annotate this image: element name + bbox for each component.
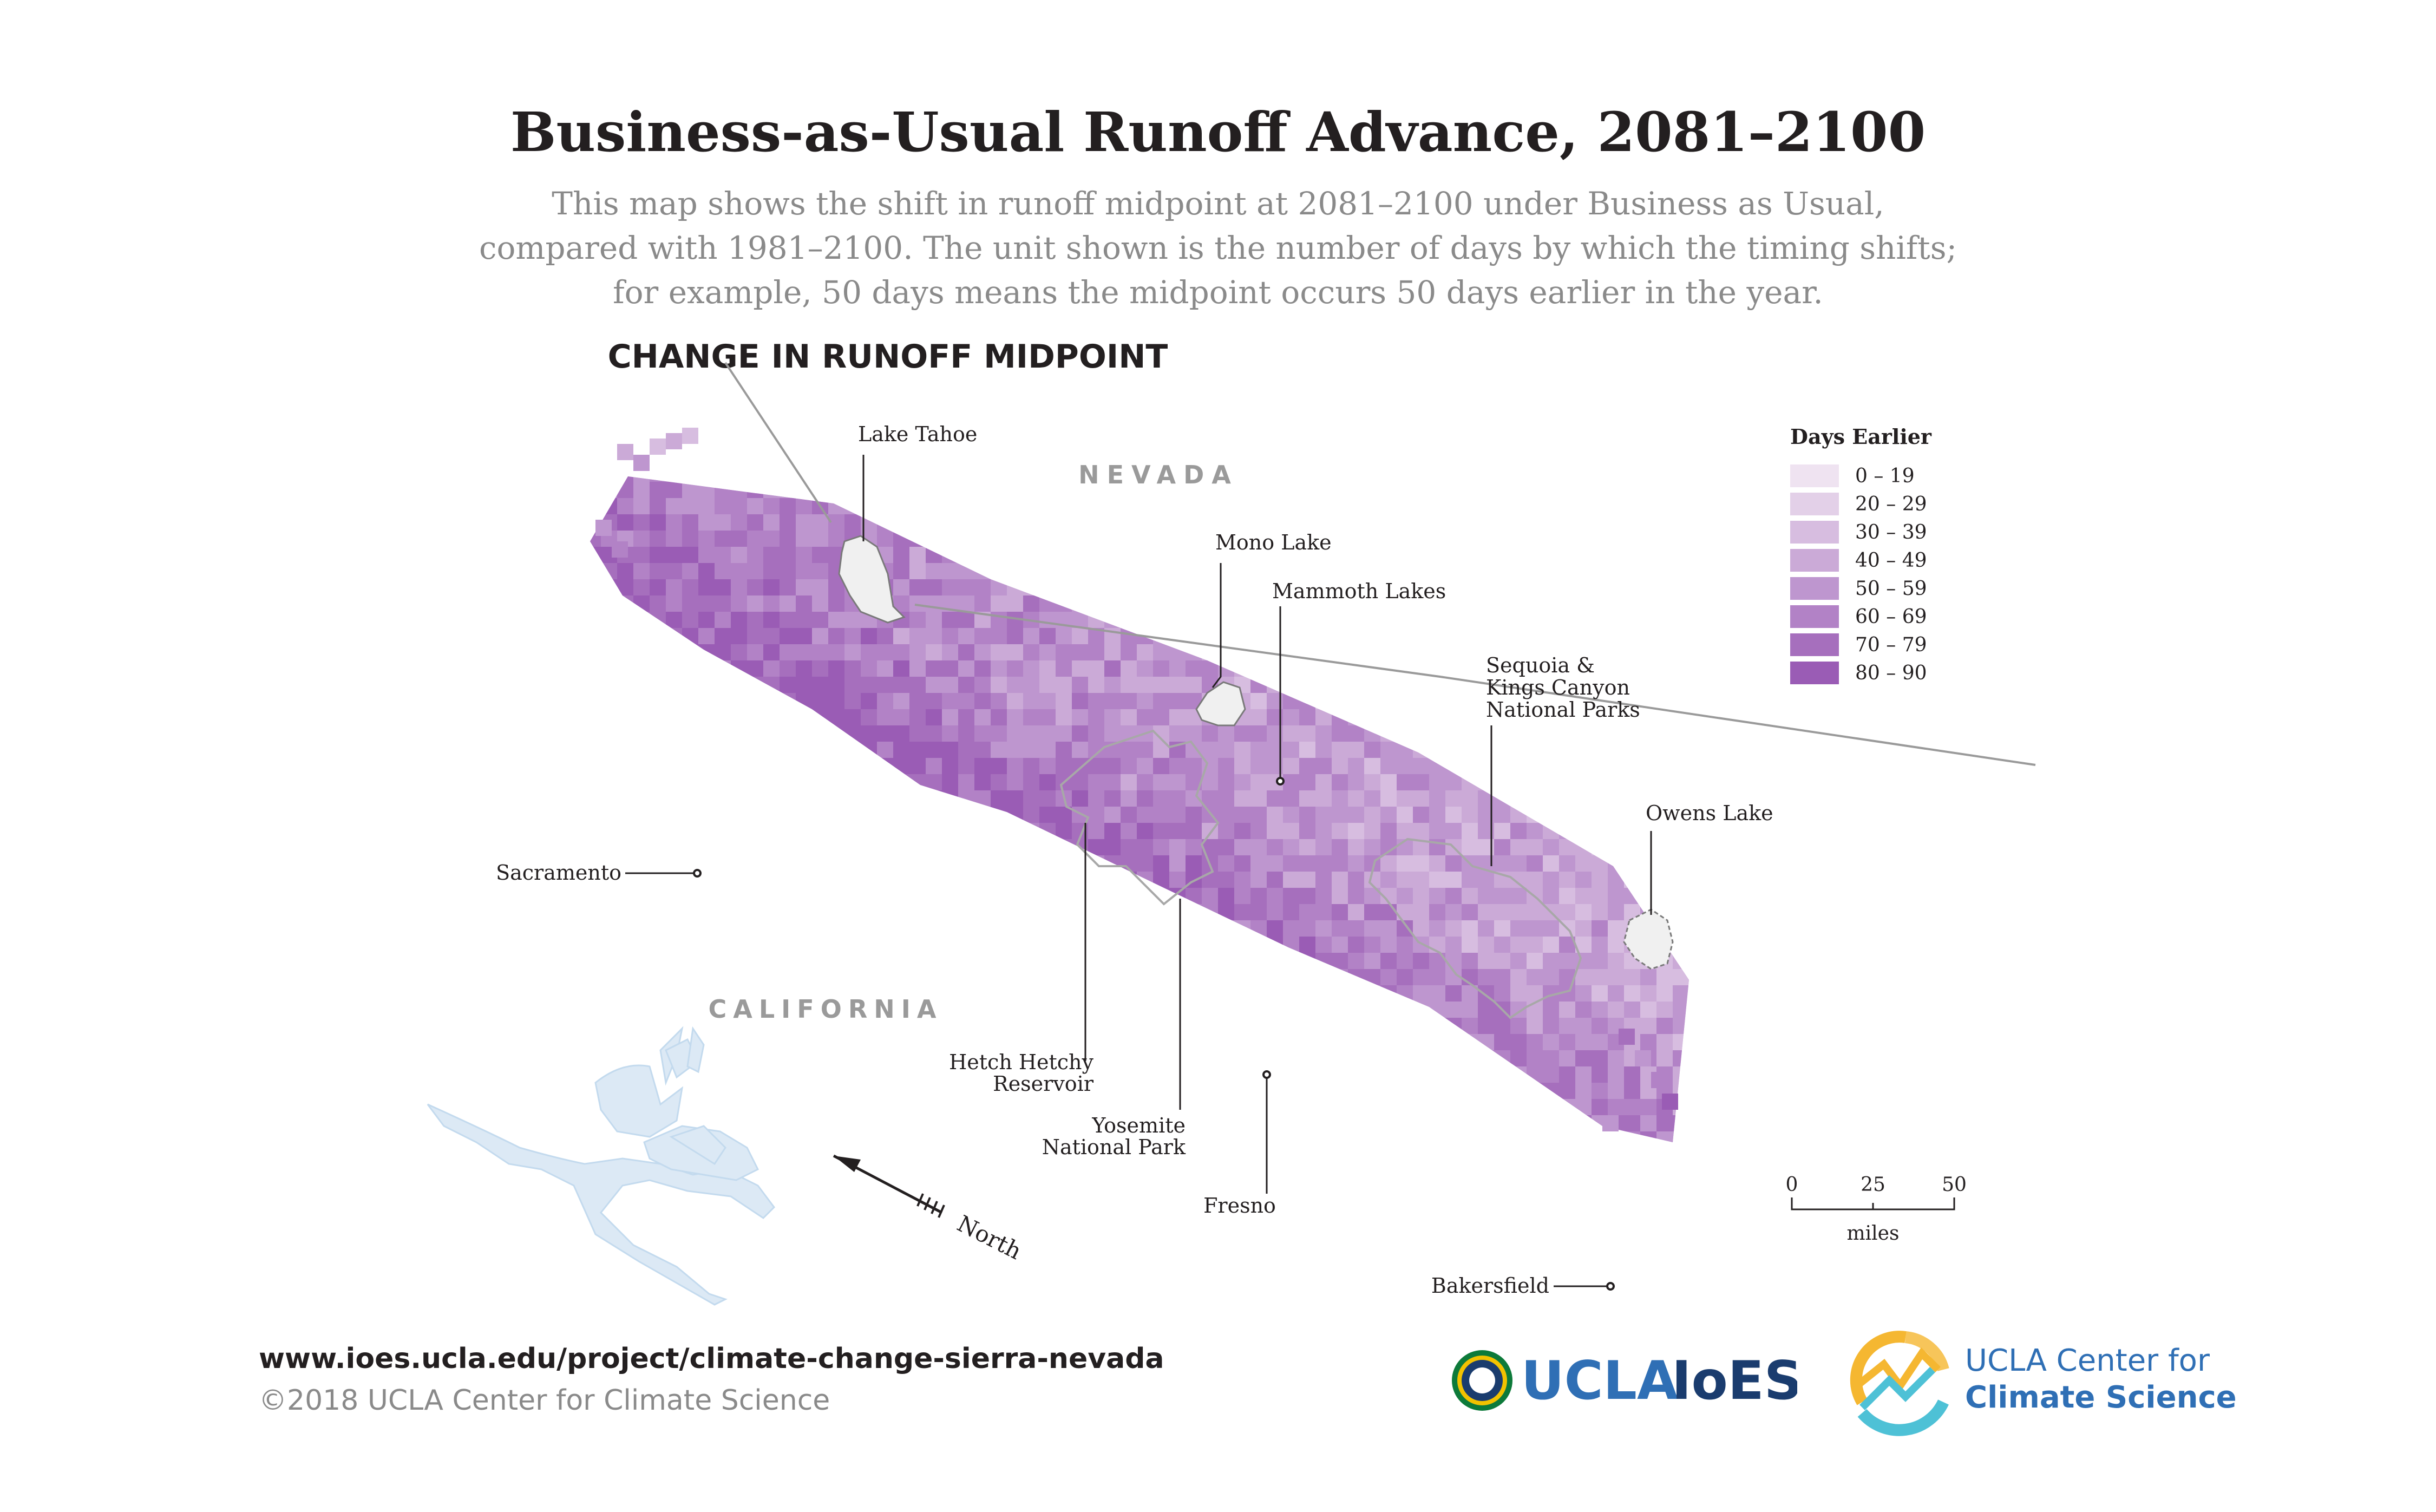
north-arrow: North [833, 1154, 1026, 1265]
subtitle-line-2: compared with 1981–2100. The unit shown … [479, 230, 1957, 266]
state-boundary [724, 362, 2036, 766]
legend-label-4: 50 – 59 [1855, 578, 1927, 600]
california-label: CALIFORNIA [709, 994, 943, 1024]
city-markers [693, 777, 1615, 1291]
lake-tahoe-label: Lake Tahoe [858, 422, 977, 446]
mammoth-lakes-label: Mammoth Lakes [1272, 579, 1446, 603]
ucla-ccs-logo: UCLA Center for Climate Science [1850, 1331, 2237, 1436]
leader-lines [625, 455, 1652, 1287]
runoff-cell-clusters [595, 428, 1678, 1131]
footer-copyright: ©2018 UCLA Center for Climate Science [259, 1384, 830, 1417]
scale-unit: miles [1847, 1222, 1900, 1245]
fresno-label: Fresno [1203, 1194, 1276, 1218]
sequoia-label-3: National Parks [1486, 698, 1640, 722]
nevada-label: NEVADA [1078, 460, 1239, 489]
legend-swatch-1 [1790, 493, 1839, 515]
legend-swatch-7 [1790, 662, 1839, 684]
mono-lake-label: Mono Lake [1215, 531, 1332, 554]
legend-label-2: 30 – 39 [1855, 521, 1927, 544]
legend-label-5: 60 – 69 [1855, 606, 1927, 628]
subtitle-line-1: This map shows the shift in runoff midpo… [552, 185, 1884, 222]
sacramento-marker [693, 869, 702, 878]
mono-lake-shape [1195, 681, 1246, 726]
legend-title: Days Earlier [1790, 424, 1932, 449]
place-labels: Lake Tahoe Mono Lake Mammoth Lakes Sequo… [496, 422, 1773, 1298]
lakes [838, 535, 1674, 970]
yosemite-label-1: Yosemite [1091, 1114, 1186, 1137]
owens-lake-shape [1623, 908, 1674, 970]
sacramento-label: Sacramento [496, 861, 621, 885]
svg-text:IoES: IoES [1672, 1350, 1797, 1412]
legend-label-7: 80 – 90 [1855, 662, 1927, 684]
hetch-hetchy-label-2: Reservoir [993, 1072, 1094, 1096]
bakersfield-marker [1606, 1282, 1615, 1291]
runoff-band [590, 476, 1689, 1142]
legend-label-3: 40 – 49 [1855, 549, 1927, 572]
scale-tick-0: 0 [1786, 1174, 1798, 1196]
sequoia-label-1: Sequoia & [1486, 653, 1595, 677]
scale-tick-25: 25 [1861, 1174, 1885, 1196]
page-subtitle: This map shows the shift in runoff midpo… [0, 181, 2436, 315]
svg-text:Climate Science: Climate Science [1965, 1380, 2237, 1415]
subtitle-line-3: for example, 50 days means the midpoint … [613, 274, 1823, 311]
legend-label-6: 70 – 79 [1855, 634, 1927, 656]
ucla-ioes-logo: UCLA IoES [1452, 1350, 1797, 1412]
water-bodies [427, 1026, 775, 1306]
yosemite-label-2: National Park [1042, 1135, 1186, 1159]
legend-swatch-3 [1790, 549, 1839, 572]
legend-swatch-2 [1790, 521, 1839, 544]
owens-lake-label: Owens Lake [1646, 801, 1773, 825]
legend: Days Earlier 0 – 19 20 – 29 30 – 39 40 – 49… [1790, 424, 1932, 684]
yosemite-outline [1059, 729, 1220, 906]
mammoth-lakes-marker [1276, 777, 1285, 786]
bakersfield-label: Bakersfield [1431, 1274, 1549, 1298]
legend-label-1: 20 – 29 [1855, 493, 1927, 515]
page-title: Business-as-Usual Runoff Advance, 2081–2… [510, 100, 1926, 164]
legend-swatch-0 [1790, 464, 1839, 487]
legend-swatch-5 [1790, 605, 1839, 628]
scale-tick-50: 50 [1942, 1174, 1967, 1196]
sequoia-outline [1368, 837, 1582, 1019]
footer-url[interactable]: www.ioes.ucla.edu/project/climate-change… [259, 1343, 1164, 1375]
sequoia-label-2: Kings Canyon [1486, 676, 1630, 699]
map-title: CHANGE IN RUNOFF MIDPOINT [607, 338, 1168, 376]
legend-swatch-4 [1790, 577, 1839, 600]
svg-text:UCLA Center for: UCLA Center for [1965, 1343, 2210, 1378]
hetch-hetchy-label-1: Hetch Hetchy [949, 1050, 1093, 1074]
legend-label-0: 0 – 19 [1855, 465, 1915, 487]
fresno-marker [1262, 1070, 1271, 1079]
north-label: North [953, 1210, 1026, 1265]
park-outlines [1059, 729, 1582, 1019]
scale-bar: 0 25 50 miles [1786, 1174, 1967, 1245]
legend-swatch-6 [1790, 633, 1839, 656]
svg-text:UCLA: UCLA [1521, 1350, 1678, 1412]
lake-tahoe-shape [838, 535, 906, 624]
